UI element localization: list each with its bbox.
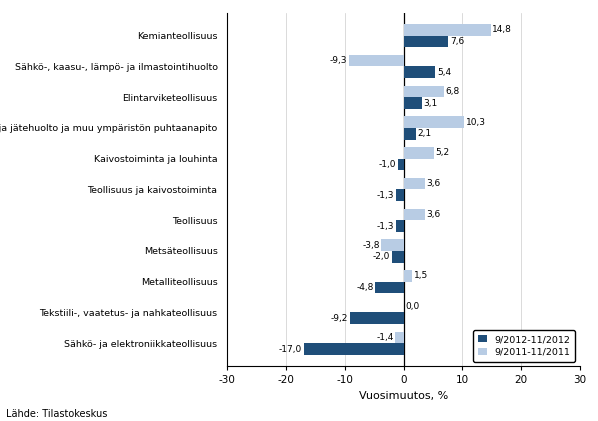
Text: -2,0: -2,0: [373, 252, 390, 261]
Text: -3,8: -3,8: [362, 241, 380, 250]
Text: 0,0: 0,0: [405, 302, 419, 311]
Text: -9,2: -9,2: [331, 314, 348, 323]
Text: 2,1: 2,1: [417, 129, 432, 138]
Bar: [395, 331, 404, 343]
Bar: [404, 270, 413, 282]
Bar: [404, 67, 435, 78]
Bar: [404, 178, 425, 189]
Text: -1,3: -1,3: [377, 191, 395, 200]
Text: Lähde: Tilastokeskus: Lähde: Tilastokeskus: [6, 409, 108, 419]
Text: 10,3: 10,3: [466, 117, 486, 127]
Bar: [376, 282, 404, 293]
Text: 6,8: 6,8: [445, 87, 459, 96]
Bar: [304, 343, 404, 355]
Text: 3,6: 3,6: [426, 210, 441, 219]
Bar: [404, 128, 416, 140]
Text: 7,6: 7,6: [450, 37, 464, 46]
Bar: [404, 147, 434, 159]
Text: -4,8: -4,8: [356, 283, 374, 292]
X-axis label: Vuosimuutos, %: Vuosimuutos, %: [359, 391, 448, 401]
Bar: [404, 24, 491, 36]
Text: 3,1: 3,1: [423, 99, 438, 107]
Bar: [404, 208, 425, 220]
Text: -9,3: -9,3: [330, 56, 347, 65]
Text: -1,4: -1,4: [377, 333, 394, 342]
Text: 5,2: 5,2: [436, 148, 450, 157]
Bar: [396, 220, 404, 232]
Text: 14,8: 14,8: [492, 25, 512, 35]
Bar: [404, 97, 422, 109]
Text: -1,0: -1,0: [379, 160, 396, 169]
Bar: [396, 189, 404, 201]
Bar: [404, 116, 464, 128]
Text: -17,0: -17,0: [279, 344, 302, 354]
Bar: [404, 36, 448, 48]
Bar: [404, 85, 444, 97]
Bar: [392, 251, 404, 263]
Text: 1,5: 1,5: [414, 272, 428, 280]
Text: -1,3: -1,3: [377, 221, 395, 231]
Bar: [350, 312, 404, 324]
Bar: [398, 159, 404, 171]
Text: 3,6: 3,6: [426, 179, 441, 188]
Legend: 9/2012-11/2012, 9/2011-11/2011: 9/2012-11/2012, 9/2011-11/2011: [473, 330, 575, 362]
Bar: [382, 239, 404, 251]
Bar: [349, 55, 404, 67]
Text: 5,4: 5,4: [437, 68, 451, 77]
